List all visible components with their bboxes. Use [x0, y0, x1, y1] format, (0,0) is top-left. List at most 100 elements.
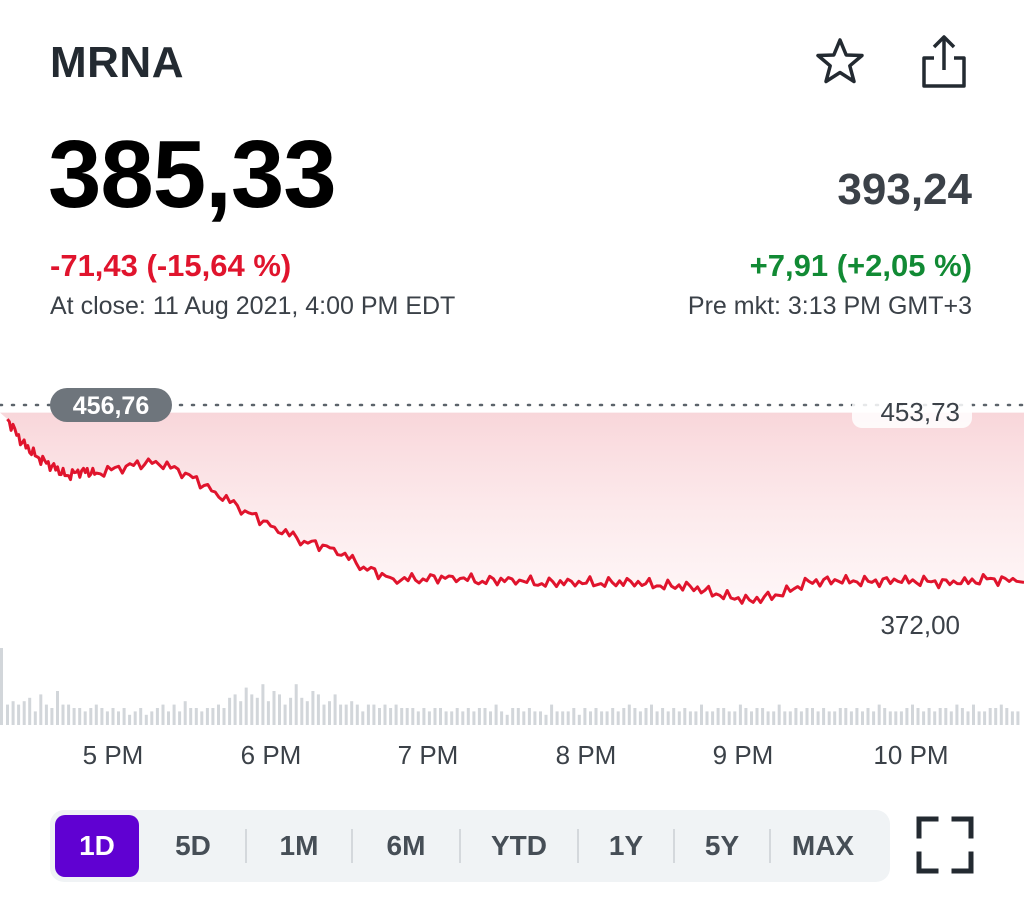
volume-bar — [94, 704, 98, 725]
close-timestamp: At close: 11 Aug 2021, 4:00 PM EDT — [50, 292, 456, 320]
range-separator — [769, 829, 771, 863]
range-button-5d[interactable]: 5D — [175, 830, 211, 861]
volume-bar — [533, 711, 537, 725]
volume-bar — [722, 708, 726, 725]
volume-bar — [761, 708, 765, 725]
volume-bar — [1005, 708, 1009, 725]
volume-bar — [494, 704, 498, 725]
x-tick-label: 8 PM — [556, 740, 617, 770]
volume-bar — [322, 704, 326, 725]
volume-bar — [861, 711, 864, 725]
volume-bar — [222, 708, 226, 725]
volume-bar — [994, 708, 998, 725]
header-actions — [812, 34, 972, 90]
volume-bar — [161, 704, 165, 725]
volume-bar — [666, 711, 670, 725]
volume-bar — [378, 708, 381, 725]
star-icon[interactable] — [812, 34, 868, 90]
volume-bar — [822, 708, 826, 725]
volume-bar — [772, 711, 776, 725]
volume-bar — [1010, 711, 1014, 725]
volume-bar — [650, 704, 653, 725]
x-tick-label: 7 PM — [398, 740, 459, 770]
range-button-6m[interactable]: 6M — [386, 830, 426, 861]
volume-bar — [505, 714, 509, 725]
volume-bar — [938, 708, 942, 725]
volume-bar — [416, 711, 420, 725]
volume-bar — [733, 711, 737, 725]
volume-bar — [583, 708, 587, 725]
volume-bar — [461, 711, 465, 725]
range-button-ytd[interactable]: YTD — [491, 830, 547, 861]
x-tick-label: 9 PM — [713, 740, 774, 770]
volume-bar — [527, 708, 531, 725]
volume-bar — [988, 708, 992, 725]
range-selector: 1D 5D 1M 6M YTD 1Y 5Y MAX — [50, 810, 890, 882]
volume-bar — [711, 711, 715, 725]
volume-bar — [866, 708, 870, 725]
volume-bar — [466, 708, 470, 725]
range-separator — [245, 829, 247, 863]
range-button-5y[interactable]: 5Y — [704, 830, 740, 861]
fullscreen-icon[interactable] — [916, 816, 974, 874]
volume-bar — [972, 704, 975, 725]
volume-bar — [233, 694, 237, 725]
volume-bar — [17, 704, 21, 725]
volume-bar — [572, 708, 576, 725]
volume-bar — [261, 684, 265, 725]
range-separator — [351, 829, 353, 863]
volume-bar — [688, 711, 692, 725]
volume-bar — [750, 711, 753, 725]
range-button-1d[interactable]: 1D — [55, 815, 139, 877]
volume-bar — [1016, 711, 1020, 725]
current-price: 385,33 — [48, 121, 337, 228]
volume-bar — [489, 711, 492, 725]
volume-bar — [289, 697, 293, 725]
range-separator — [673, 829, 675, 863]
volume-bar — [627, 704, 631, 725]
volume-bar — [894, 711, 898, 725]
ticker-symbol: MRNA — [50, 38, 184, 87]
volume-bar — [172, 704, 176, 725]
volume-bar — [211, 708, 215, 725]
premarket-timestamp: Pre mkt: 3:13 PM GMT+3 — [687, 292, 972, 320]
volume-bar — [605, 711, 609, 725]
volume-bar — [278, 694, 281, 725]
range-button-max[interactable]: MAX — [791, 830, 855, 861]
volume-bar — [339, 704, 343, 725]
volume-bar — [966, 711, 970, 725]
volume-bar — [777, 704, 781, 725]
volume-bar — [244, 687, 248, 725]
price-line — [6, 418, 1024, 605]
volume-bar — [350, 701, 354, 725]
volume-bar — [316, 694, 320, 725]
volume-bar — [672, 708, 676, 725]
volume-bar — [411, 708, 415, 725]
range-button-1y[interactable]: 1Y — [608, 830, 644, 861]
volume-bar — [644, 708, 648, 725]
price-chart[interactable]: 456,76 453,73 372,00 5 PM 6 PM 7 PM 8 PM 9 P… — [0, 380, 1024, 780]
range-button-1m[interactable]: 1M — [279, 830, 319, 861]
x-tick-label: 6 PM — [241, 740, 302, 770]
share-icon[interactable] — [916, 34, 972, 90]
volume-bar — [283, 704, 287, 725]
volume-bar — [355, 704, 359, 725]
volume-bar — [128, 714, 132, 725]
volume-bar — [727, 711, 731, 725]
volume-bar — [872, 711, 876, 725]
volume-bar — [561, 711, 565, 725]
volume-bar — [766, 711, 770, 725]
volume-bar — [594, 708, 598, 725]
x-tick-label: 5 PM — [83, 740, 144, 770]
range-separator — [459, 829, 461, 863]
volume-bar — [827, 711, 831, 725]
volume-bar — [955, 704, 959, 725]
volume-bar — [344, 704, 348, 725]
volume-bar — [716, 708, 720, 725]
volume-bar — [844, 708, 848, 725]
volume-bar — [744, 708, 748, 725]
volume-bar — [105, 711, 109, 725]
high-label-bg — [852, 396, 972, 428]
volume-bar — [805, 708, 809, 725]
volume-bar — [916, 708, 920, 725]
